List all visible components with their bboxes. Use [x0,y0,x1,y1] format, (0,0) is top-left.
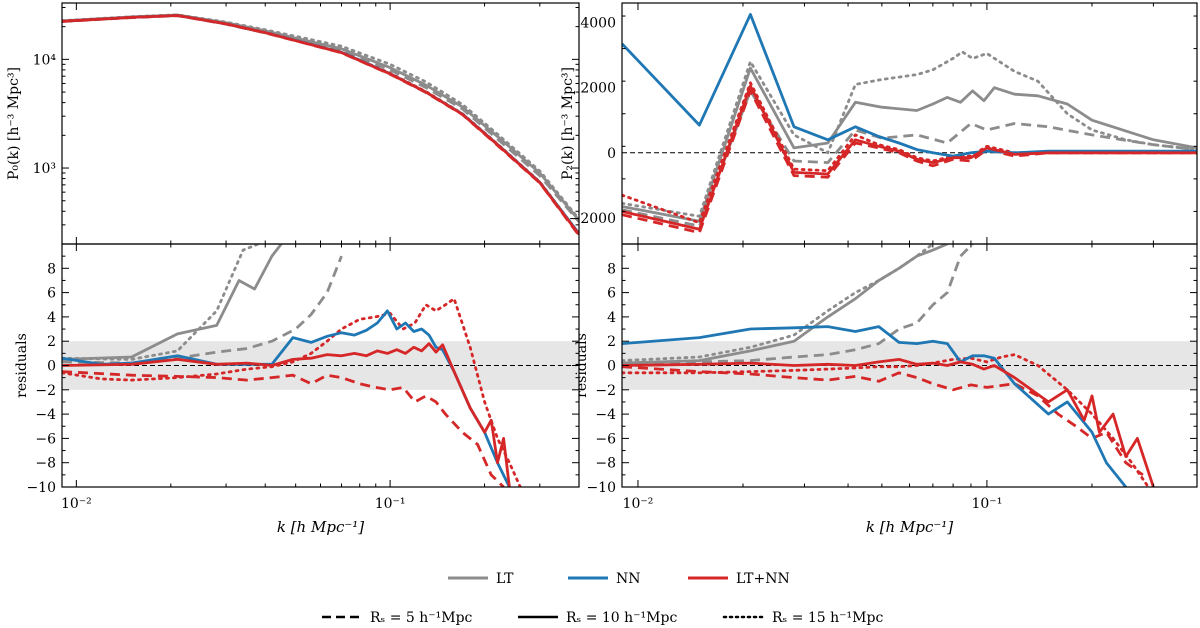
y-axis-label: residuals [14,333,30,398]
y-axis-label: P₀(k) [h⁻³ Mpc³] [6,67,22,180]
y-tick-label: 10⁴ [33,52,57,68]
y-tick-label: −10 [26,480,56,496]
series-lt-nn-r-10 [62,14,579,236]
legend-entry-nn: NN [568,571,641,587]
y-tick-label: 2000 [580,81,616,97]
x-axis-label: k [h Mpc⁻¹] [277,518,364,536]
plot-area [62,244,579,487]
series-lt-nn-r-10 [62,342,511,487]
y-tick-label: −2000 [569,211,616,227]
y-axis-label: residuals [574,333,590,398]
series-nn-r-10 [622,13,1197,158]
y-tick-label: 2 [607,334,616,350]
y-tick-label: −2 [595,383,616,399]
panel-top-right: −2000 0 2000 4000 P₂(k) [h⁻³ Mpc³] [560,2,1198,245]
y-tick-label: 8 [47,261,56,277]
series-nn-r-10 [62,309,511,487]
series-lt-nn-r-10 [622,358,1155,487]
legend-entry-lt: LT [448,571,514,587]
legend-label-rs10: Rₛ = 10 h⁻¹Mpc [566,610,677,626]
x-tick-label: 10⁻² [623,496,654,512]
y-tick-label: −6 [595,431,616,447]
x-tick-label: 10⁻² [61,496,92,512]
series-lt-r-15 [62,13,579,221]
series-nn-r-10 [622,325,1127,487]
panel-top-left: 10³ 10⁴ P₀(k) [h⁻³ Mpc³] [6,2,580,245]
y-axis-label: P₂(k) [h⁻³ Mpc³] [560,67,576,180]
plot-area [62,13,579,237]
series-lt-r-15 [622,244,935,362]
x-tick-label: 10⁻¹ [971,496,1002,512]
y-tick-label: −6 [35,431,56,447]
legend-label-rs5: Rₛ = 5 h⁻¹Mpc [370,610,473,626]
series-lt-nn-r-5 [62,370,505,487]
series-lt-r-10 [62,244,283,361]
series-lt-nn-r-5 [62,14,579,237]
series-lt-nn-r-5 [622,89,1197,234]
legend-entry-rs10: Rₛ = 10 h⁻¹Mpc [518,610,677,626]
y-tick-label: 4000 [580,16,616,32]
legend-label-nn: NN [616,571,641,587]
y-tick-label: −8 [595,456,616,472]
axes-frame [61,2,580,245]
y-tick-label: 8 [607,261,616,277]
y-tick-label: 0 [607,146,616,162]
x-tick-label: 10⁻¹ [375,496,406,512]
y-tick-label: −4 [35,407,56,423]
y-tick-label: 4 [47,310,56,326]
y-tick-label: −10 [586,480,616,496]
series-lt-r-15 [62,244,260,361]
y-tick-label: 2 [47,334,56,350]
y-tick-label: 10³ [33,161,56,177]
series-lt-r-10 [622,244,948,365]
legend: LT NN LT+NN Rₛ = 5 h⁻¹Mpc Rₛ = 10 h⁻¹Mpc… [322,571,883,626]
series-lt-r-5 [62,255,343,365]
legend-entry-rs15: Rₛ = 15 h⁻¹Mpc [722,610,883,626]
y-tick-label: −8 [35,456,56,472]
plot-area [622,13,1197,234]
y-tick-label: 4 [607,310,616,326]
y-tick-label: −2 [35,383,56,399]
y-tick-label: 0 [607,359,616,375]
series-lt-nn-r-15 [622,353,1150,487]
panel-bottom-right: 10⁻² 10⁻¹ k [h Mpc⁻¹] −10 −8 −6 −4 −2 0 2 4 6 8 resid… [574,243,1198,536]
legend-label-lt: LT [496,571,514,587]
plot-area [622,244,1197,487]
y-tick-label: 6 [607,286,616,302]
panel-bottom-left: 10⁻² 10⁻¹ k [h Mpc⁻¹] −10 −8 −6 −4 −2 0 2 4 6 8 resid… [14,243,580,536]
series-lt-nn-r-10 [622,84,1197,231]
series-lt-nn-r-15 [62,297,522,487]
legend-label-rs15: Rₛ = 15 h⁻¹Mpc [772,610,883,626]
series-lt-nn-r-5 [622,365,1144,477]
legend-label-ltnn: LT+NN [736,571,790,587]
x-axis-label: k [h Mpc⁻¹] [866,518,953,536]
series-lt-r-15 [622,50,1197,218]
legend-entry-ltnn: LT+NN [688,571,790,587]
legend-entry-rs5: Rₛ = 5 h⁻¹Mpc [322,610,473,626]
series-lt-r-10 [622,66,1197,223]
y-tick-label: 6 [47,286,56,302]
series-lt-r-5 [622,244,974,365]
y-tick-label: −4 [595,407,616,423]
y-tick-label: 0 [47,359,56,375]
